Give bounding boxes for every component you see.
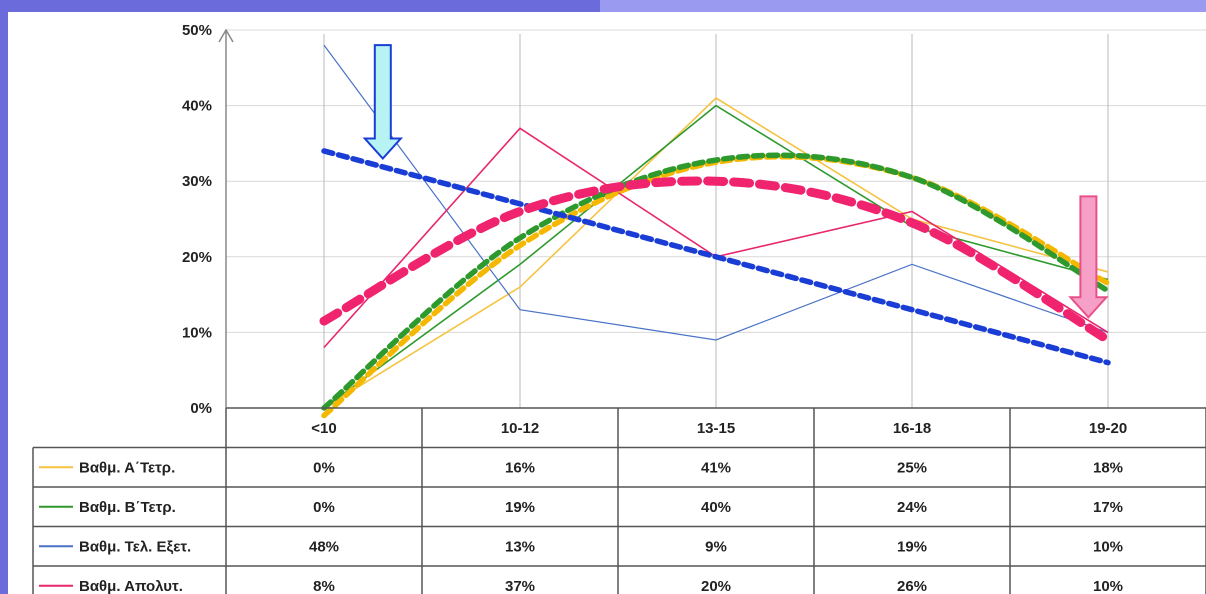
header-band bbox=[600, 0, 1206, 12]
data-label: 18% bbox=[1093, 459, 1123, 476]
line-chart: 0% 10% 20% 30% 40% 50% <10 10-12 13-15 16-18 19-20… bbox=[32, 22, 1206, 594]
data-label: 48% bbox=[309, 538, 339, 555]
data-label: 0% bbox=[313, 499, 335, 516]
series-label: Βαθμ. Β΄Τετρ. bbox=[79, 499, 176, 516]
data-label: 9% bbox=[705, 538, 727, 555]
data-label: 20% bbox=[701, 578, 731, 594]
y-tick-label: 30% bbox=[182, 173, 212, 190]
trendline bbox=[321, 148, 1111, 366]
data-label: 8% bbox=[313, 578, 335, 594]
data-label: 16% bbox=[505, 459, 535, 476]
series-line bbox=[323, 104, 1109, 409]
series-label: Βαθμ. Τελ. Εξετ. bbox=[79, 538, 191, 555]
data-label: 24% bbox=[897, 499, 927, 516]
data-label: 40% bbox=[701, 499, 731, 516]
y-tick-label: 10% bbox=[182, 324, 212, 341]
y-tick-label: 0% bbox=[190, 400, 212, 417]
category-label: 16-18 bbox=[893, 420, 931, 437]
data-label: 13% bbox=[505, 538, 535, 555]
chart-panel: 0% 10% 20% 30% 40% 50% <10 10-12 13-15 16-18 19-20… bbox=[8, 12, 1206, 594]
data-label: 10% bbox=[1093, 578, 1123, 594]
series-line bbox=[323, 97, 1109, 409]
y-axis-arrow bbox=[218, 28, 234, 43]
y-tick-label: 50% bbox=[182, 22, 212, 39]
category-label: 19-20 bbox=[1089, 420, 1127, 437]
data-label: 17% bbox=[1093, 499, 1123, 516]
series-line bbox=[323, 44, 1109, 341]
data-label: 25% bbox=[897, 459, 927, 476]
category-label: 10-12 bbox=[501, 420, 539, 437]
data-label: 0% bbox=[313, 459, 335, 476]
data-label: 37% bbox=[505, 578, 535, 594]
y-tick-label: 40% bbox=[182, 98, 212, 115]
data-label: 19% bbox=[897, 538, 927, 555]
trendline bbox=[319, 176, 1113, 345]
series-label: Βαθμ. Α΄Τετρ. bbox=[79, 459, 175, 476]
data-label: 19% bbox=[505, 499, 535, 516]
trendline bbox=[321, 152, 1111, 411]
y-tick-label: 20% bbox=[182, 249, 212, 266]
data-label: 26% bbox=[897, 578, 927, 594]
category-label: 13-15 bbox=[697, 420, 735, 437]
category-label: <10 bbox=[311, 420, 336, 437]
data-label: 10% bbox=[1093, 538, 1123, 555]
series-label: Βαθμ. Απολυτ. bbox=[79, 578, 183, 594]
data-label: 41% bbox=[701, 459, 731, 476]
highlight-arrow bbox=[362, 44, 404, 161]
highlight-arrow bbox=[1068, 195, 1109, 319]
